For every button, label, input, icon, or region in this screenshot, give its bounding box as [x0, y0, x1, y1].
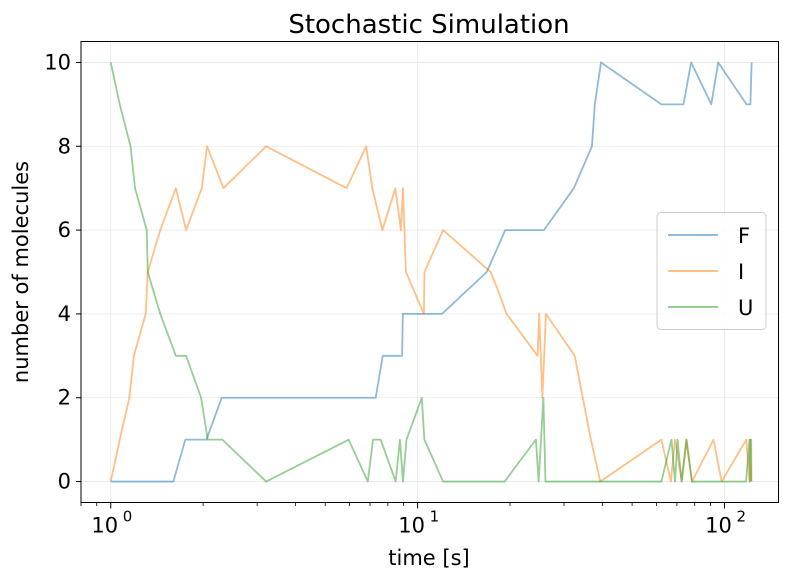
- chart-title: Stochastic Simulation: [288, 10, 569, 40]
- x-tick-exponent: 0: [123, 508, 133, 526]
- legend-label-F: F: [738, 224, 750, 248]
- series-line-F: [110, 61, 753, 483]
- y-tick-label: 6: [58, 218, 71, 242]
- legend: FIU: [656, 212, 767, 330]
- data-series: [109, 61, 753, 483]
- x-axis-label: time [s]: [388, 546, 469, 570]
- series-line-U: [109, 62, 753, 483]
- y-axis-label: number of molecules: [9, 161, 33, 383]
- y-tick-label: 10: [44, 50, 71, 74]
- x-tick-label: 10: [705, 514, 732, 538]
- y-tick-label: 2: [58, 386, 71, 410]
- legend-label-U: U: [738, 296, 753, 320]
- x-tick-label: 10: [398, 514, 425, 538]
- legend-label-I: I: [738, 260, 744, 284]
- y-axis: 0 2 4 6 8 10: [44, 50, 81, 494]
- plot-frame: [80, 41, 779, 503]
- y-tick-label: 8: [58, 134, 71, 158]
- x-tick-exponent: 2: [736, 508, 746, 526]
- x-axis: 10 0 10 1 10 2: [80, 502, 746, 538]
- x-tick-label: 10: [91, 514, 118, 538]
- y-tick-label: 0: [58, 470, 71, 494]
- x-tick-exponent: 1: [430, 508, 440, 526]
- y-tick-label: 4: [58, 302, 71, 326]
